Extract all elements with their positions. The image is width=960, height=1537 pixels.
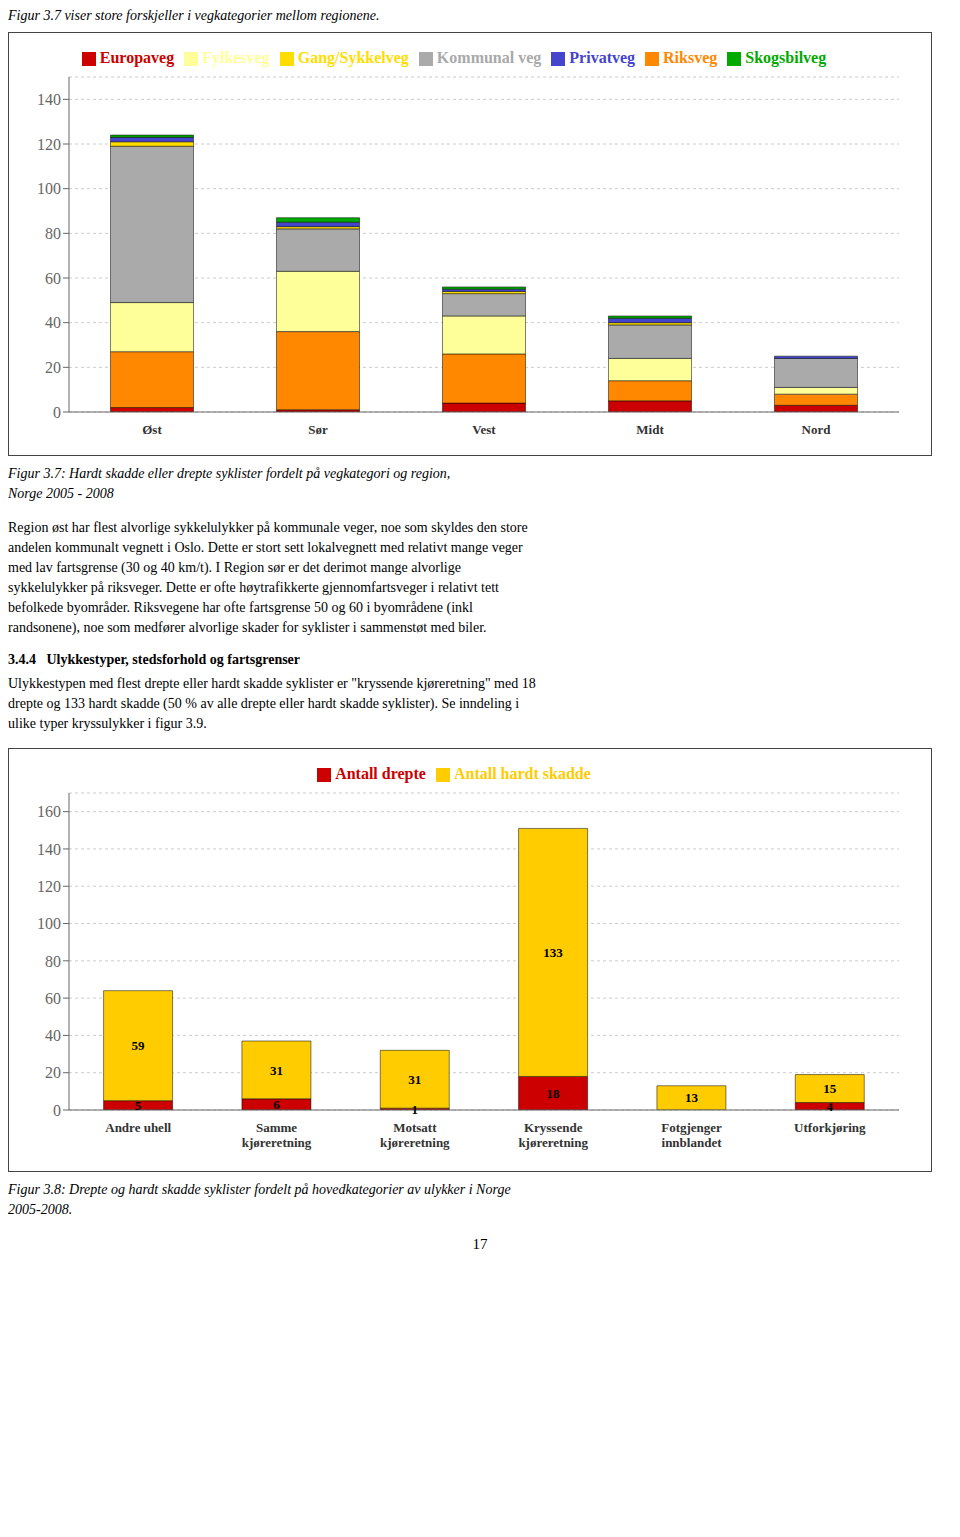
svg-text:31: 31 xyxy=(408,1072,421,1087)
svg-text:140: 140 xyxy=(37,91,61,108)
svg-text:0: 0 xyxy=(53,1102,61,1119)
html-text:Ulykkestypen med flest drepte: Ulykkestypen med flest drepte eller hard… xyxy=(8,676,536,691)
html-text:Figur 3.8: Drepte og hardt ska: Figur 3.8: Drepte og hardt skadde syklis… xyxy=(8,1182,511,1197)
svg-text:Vest: Vest xyxy=(472,422,496,437)
svg-text:160: 160 xyxy=(37,803,61,820)
svg-text:120: 120 xyxy=(37,878,61,895)
svg-text:13: 13 xyxy=(685,1090,699,1105)
html-text:17: 17 xyxy=(472,1236,488,1252)
svg-text:60: 60 xyxy=(45,270,61,287)
html-text:Gang/Sykkelveg: Gang/Sykkelveg xyxy=(297,49,409,66)
html-text:Kommunal veg: Kommunal veg xyxy=(436,49,542,66)
svg-text:18: 18 xyxy=(547,1086,561,1101)
html-text:drepte og 133 hardt skadde (50: drepte og 133 hardt skadde (50 % av alle… xyxy=(8,696,520,711)
svg-text:60: 60 xyxy=(45,990,61,1007)
svg-text:100: 100 xyxy=(37,915,61,932)
svg-text:140: 140 xyxy=(37,841,61,858)
svg-text:100: 100 xyxy=(37,180,61,197)
html-text:Figur 3.7: Hardt skadde eller: Figur 3.7: Hardt skadde eller drepte syk… xyxy=(8,466,451,481)
html-text:2005-2008.: 2005-2008. xyxy=(8,1202,73,1217)
svg-text:0: 0 xyxy=(53,404,61,421)
svg-text:80: 80 xyxy=(45,953,61,970)
svg-text:Utforkjøring: Utforkjøring xyxy=(794,1120,866,1135)
html-text:randsonene), noe som medfører: randsonene), noe som medfører alvorlige … xyxy=(8,620,487,635)
html-text:befolkede byområder. Riksvegen: befolkede byområder. Riksvegene har ofte… xyxy=(8,600,473,615)
svg-text:40: 40 xyxy=(45,314,61,331)
html-text:Fylkesveg: Fylkesveg xyxy=(202,49,270,66)
svg-text:Fotgjengerinnblandet: Fotgjengerinnblandet xyxy=(661,1120,722,1150)
html-text:3.4.4 Ulykkestyper, stedsforho: 3.4.4 Ulykkestyper, stedsforhold og fart… xyxy=(8,652,300,667)
svg-text:Sammekjøreretning: Sammekjøreretning xyxy=(242,1120,312,1150)
svg-text:Motsattkjøreretning: Motsattkjøreretning xyxy=(380,1120,450,1150)
svg-text:1: 1 xyxy=(412,1102,419,1117)
svg-text:15: 15 xyxy=(823,1081,837,1096)
svg-text:Nord: Nord xyxy=(802,422,832,437)
html-text:med lav fartsgrense (30 og 40: med lav fartsgrense (30 og 40 km/t). I R… xyxy=(8,560,461,575)
svg-text:120: 120 xyxy=(37,136,61,153)
html-text:Privatveg: Privatveg xyxy=(569,49,636,66)
svg-text:31: 31 xyxy=(270,1063,283,1078)
html-text:Europaveg: Europaveg xyxy=(99,49,175,66)
html-text:Norge 2005 - 2008: Norge 2005 - 2008 xyxy=(8,486,114,501)
svg-text:5: 5 xyxy=(135,1098,142,1113)
html-text:sykkelulykker på riksveger. De: sykkelulykker på riksveger. Dette er oft… xyxy=(8,580,499,595)
html-text:Antall hardt skadde: Antall hardt skadde xyxy=(453,765,591,782)
svg-text:80: 80 xyxy=(45,225,61,242)
svg-text:Midt: Midt xyxy=(636,422,664,437)
svg-text:59: 59 xyxy=(132,1038,146,1053)
html-text:Region øst har flest alvorlige: Region øst har flest alvorlige sykkeluly… xyxy=(8,520,528,535)
html-text:Riksveg: Riksveg xyxy=(663,49,718,66)
svg-text:6: 6 xyxy=(273,1097,280,1112)
svg-text:Andre uhell: Andre uhell xyxy=(105,1120,171,1135)
svg-text:40: 40 xyxy=(45,1027,61,1044)
svg-text:Sør: Sør xyxy=(308,422,328,437)
svg-text:20: 20 xyxy=(45,1064,61,1081)
html-text:ulike typer kryssulykker i fig: ulike typer kryssulykker i figur 3.9. xyxy=(8,716,207,731)
svg-text:Kryssendekjøreretning: Kryssendekjøreretning xyxy=(518,1120,588,1150)
svg-text:4: 4 xyxy=(827,1099,834,1114)
svg-text:20: 20 xyxy=(45,359,61,376)
svg-text:Øst: Øst xyxy=(142,422,162,437)
html-text:Antall drepte: Antall drepte xyxy=(335,765,426,782)
html-text:andelen kommunalt vegnett i Os: andelen kommunalt vegnett i Oslo. Dette … xyxy=(8,540,523,555)
svg-text:133: 133 xyxy=(543,945,563,960)
html-text:Figur 3.7 viser store forskjel: Figur 3.7 viser store forskjeller i vegk… xyxy=(8,8,380,23)
html-text:Skogsbilveg: Skogsbilveg xyxy=(745,49,827,66)
